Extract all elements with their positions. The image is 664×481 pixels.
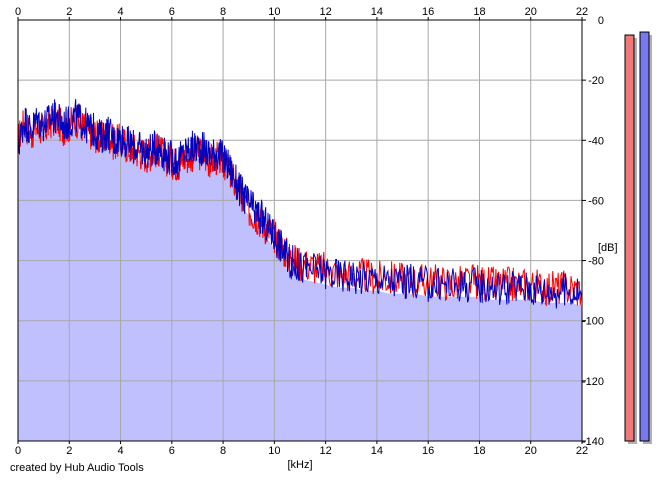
- x-tick-label-top: 4: [117, 6, 123, 18]
- level-meters: [624, 31, 652, 445]
- y-tick-label: -80: [588, 256, 604, 268]
- y-tick-label: -40: [588, 135, 604, 147]
- x-tick-label-top: 22: [576, 6, 588, 18]
- y-tick-label: -120: [582, 376, 604, 388]
- x-tick-label-top: 6: [169, 6, 175, 18]
- axes: 002244668810101212141416161818202022220-…: [15, 6, 618, 471]
- x-tick-label-top: 20: [525, 6, 537, 18]
- x-tick-label-top: 12: [320, 6, 332, 18]
- x-tick-label-top: 10: [268, 6, 280, 18]
- x-tick-label-bottom: 22: [576, 445, 588, 457]
- y-tick-label: 0: [598, 15, 604, 27]
- level-meter-right: [639, 31, 650, 442]
- x-tick-label-bottom: 18: [473, 445, 485, 457]
- spectrum-fill: [18, 128, 582, 442]
- x-tick-label-bottom: 12: [320, 445, 332, 457]
- credit-text: created by Hub Audio Tools: [10, 462, 144, 474]
- plot-area: [17, 19, 583, 442]
- x-tick-label-bottom: 16: [422, 445, 434, 457]
- y-tick-label: -60: [588, 195, 604, 207]
- x-tick-label-bottom: 2: [66, 445, 72, 457]
- y-tick-label: -140: [582, 436, 604, 448]
- x-axis-label: [kHz]: [287, 459, 312, 471]
- level-meter-left: [624, 34, 635, 442]
- y-axis-label: [dB]: [598, 242, 618, 254]
- x-tick-label-bottom: 14: [371, 445, 383, 457]
- x-tick-label-top: 8: [220, 6, 226, 18]
- x-tick-label-bottom: 10: [268, 445, 280, 457]
- x-tick-label-bottom: 6: [169, 445, 175, 457]
- x-tick-label-top: 2: [66, 6, 72, 18]
- x-tick-label-bottom: 20: [525, 445, 537, 457]
- x-tick-label-top: 18: [473, 6, 485, 18]
- x-tick-label-bottom: 0: [15, 445, 21, 457]
- plot-frame: [17, 19, 583, 442]
- x-tick-label-bottom: 8: [220, 445, 226, 457]
- x-tick-label-top: 14: [371, 6, 383, 18]
- series-line-blue: [17, 99, 583, 309]
- y-tick-label: -100: [582, 316, 604, 328]
- x-tick-label-top: 16: [422, 6, 434, 18]
- x-tick-label-top: 0: [15, 6, 21, 18]
- y-tick-label: -20: [588, 75, 604, 87]
- x-tick-label-bottom: 4: [117, 445, 123, 457]
